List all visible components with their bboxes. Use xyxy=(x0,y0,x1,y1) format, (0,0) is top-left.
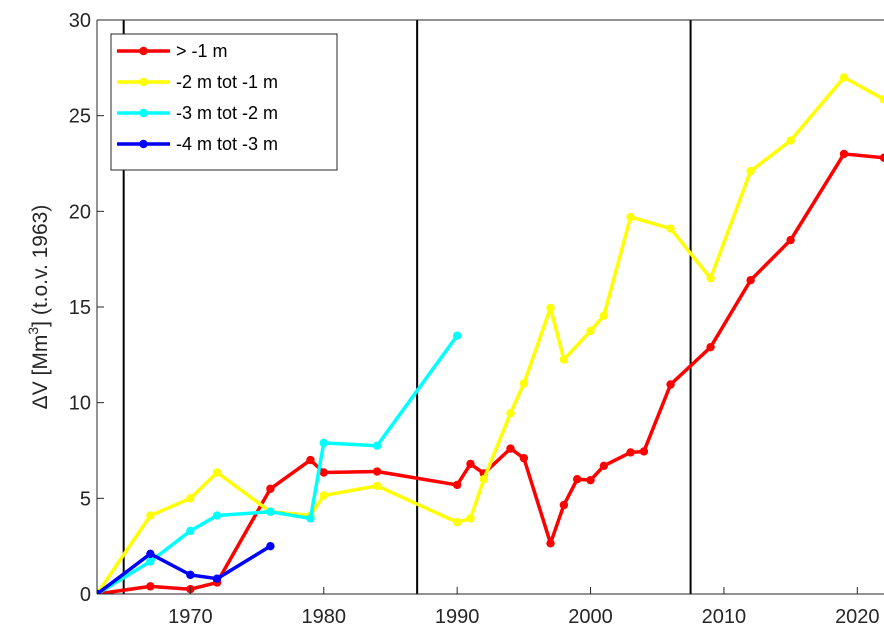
data-point xyxy=(546,303,555,313)
x-tick-label: 2010 xyxy=(702,606,747,628)
data-point xyxy=(666,380,675,389)
series-line xyxy=(97,75,884,594)
data-point xyxy=(466,459,475,469)
data-point xyxy=(266,507,275,516)
legend-box xyxy=(110,33,338,171)
x-tick-label: 1970 xyxy=(168,606,213,628)
x-tick-label: 1990 xyxy=(435,606,480,628)
legend-item-2: -2 m tot -1 m xyxy=(117,72,278,92)
data-point xyxy=(466,514,475,523)
data-point xyxy=(879,153,884,162)
data-point xyxy=(186,494,195,503)
data-point xyxy=(839,73,849,82)
legend-item-4: -4 m tot -3 m xyxy=(117,134,278,154)
data-point xyxy=(599,311,609,320)
data-point xyxy=(586,475,595,485)
data-point xyxy=(746,166,755,176)
series-3 xyxy=(97,331,462,594)
data-point xyxy=(146,582,155,591)
data-point xyxy=(146,549,155,559)
y-tick-label: 15 xyxy=(69,297,91,319)
legend-item-1: > -1 m xyxy=(117,41,228,61)
data-point xyxy=(266,484,275,493)
data-point xyxy=(372,481,382,491)
data-point xyxy=(186,526,195,536)
y-tick-label: 20 xyxy=(69,201,91,223)
legend-label: -4 m tot -3 m xyxy=(176,134,278,154)
series-line xyxy=(97,152,884,594)
data-point xyxy=(306,455,315,465)
data-point xyxy=(786,136,795,145)
data-point xyxy=(479,475,489,484)
data-point xyxy=(546,539,555,548)
data-point xyxy=(573,475,582,484)
data-point xyxy=(97,589,102,594)
legend-label: > -1 m xyxy=(176,41,228,61)
data-point xyxy=(559,500,569,510)
legend-item-3: -3 m tot -2 m xyxy=(117,103,278,123)
data-point xyxy=(372,441,382,450)
data-point xyxy=(212,574,222,583)
y-tick-label: 25 xyxy=(69,106,91,128)
data-point xyxy=(839,149,849,159)
ticks-group: 1970 1980 1990 2000 2010 2020 0 5 10 15 20 25 30 xyxy=(69,10,880,628)
data-point xyxy=(452,331,462,340)
data-point xyxy=(452,518,462,527)
x-tick-label: 2000 xyxy=(568,606,613,628)
data-point xyxy=(746,276,755,285)
legend-swatch-marker xyxy=(139,77,148,87)
y-tick-label: 5 xyxy=(80,488,91,510)
data-point xyxy=(319,491,328,500)
data-point xyxy=(519,453,529,463)
series-4 xyxy=(97,541,275,594)
data-point xyxy=(519,379,529,388)
legend-swatch-marker xyxy=(139,108,148,118)
series-group xyxy=(97,73,884,594)
legend-label: -3 m tot -2 m xyxy=(176,103,278,123)
data-point xyxy=(506,408,515,418)
y-tick-label: 30 xyxy=(69,10,91,32)
data-point xyxy=(666,224,675,233)
data-point xyxy=(319,468,328,477)
legend-swatch-marker xyxy=(139,46,148,56)
legend-swatch-marker xyxy=(139,139,148,149)
x-tick-label: 2020 xyxy=(835,606,880,628)
data-point xyxy=(786,235,795,245)
data-point xyxy=(706,342,715,352)
legend-label: -2 m tot -1 m xyxy=(176,72,278,92)
data-point xyxy=(706,274,715,283)
data-point xyxy=(599,461,609,471)
data-point xyxy=(319,438,328,448)
data-point xyxy=(146,511,155,520)
data-point xyxy=(626,448,635,457)
data-point xyxy=(586,326,595,336)
data-point xyxy=(212,468,222,477)
data-point xyxy=(506,444,515,453)
y-axis-label: ΔV [Mm3] (t.o.v. 1963) xyxy=(25,205,52,410)
data-point xyxy=(626,212,635,222)
legend: > -1 m -2 m tot -1 m -3 m tot -2 m -4 m tot… xyxy=(110,33,338,171)
y-tick-label: 0 xyxy=(80,584,91,606)
data-point xyxy=(639,447,649,456)
data-point xyxy=(559,355,569,364)
x-tick-label: 1980 xyxy=(302,606,347,628)
y-tick-label: 10 xyxy=(69,393,91,415)
data-point xyxy=(879,95,884,104)
data-point xyxy=(306,514,315,523)
data-point xyxy=(372,467,382,476)
data-point xyxy=(266,541,275,551)
data-point xyxy=(146,557,155,566)
data-point xyxy=(186,570,195,580)
data-point xyxy=(212,511,222,520)
data-point xyxy=(452,480,462,490)
